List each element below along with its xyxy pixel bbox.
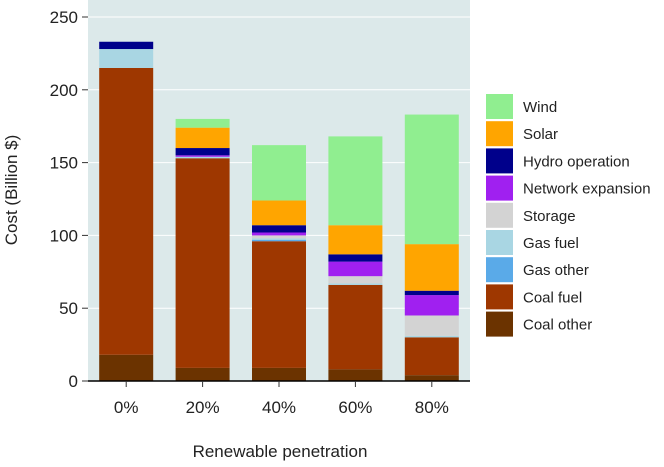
bar-segment-network-expansion — [328, 261, 383, 277]
y-tick-label: 50 — [59, 299, 78, 318]
bar-segment-coal-fuel — [404, 337, 459, 376]
y-tick-label: 0 — [69, 372, 78, 391]
x-tick-label: 40% — [262, 398, 296, 417]
legend-swatch — [486, 257, 513, 283]
legend-swatch — [486, 284, 513, 310]
bar-stack-60pct — [328, 136, 383, 381]
bar-segment-hydro-operation — [328, 254, 383, 262]
legend-item: Gas other — [486, 257, 589, 283]
bar-segment-wind — [175, 118, 230, 128]
legend-swatch — [486, 230, 513, 255]
legend-label: Storage — [523, 208, 576, 225]
bar-segment-gas-fuel — [252, 238, 306, 240]
y-tick-label: 150 — [50, 154, 78, 173]
bar-stack-40pct — [252, 145, 306, 381]
legend-label: Coal fuel — [523, 289, 582, 306]
bar-stack-0pct — [99, 41, 154, 381]
bar-segment-solar — [404, 244, 459, 291]
bar-segment-solar — [328, 225, 383, 255]
legend-item: Wind — [486, 94, 557, 119]
bar-segment-coal-other — [328, 369, 383, 381]
legend: Wind Solar Hydro operation Network expansio… — [482, 90, 664, 341]
x-tick-label: 20% — [186, 398, 220, 417]
legend-label: Solar — [523, 126, 558, 143]
bar-segment-network-expansion — [404, 295, 459, 316]
bar-segment-gas-fuel — [328, 283, 383, 285]
y-ticks: 0 50 100 150 200 250 — [50, 8, 88, 391]
legend-swatch — [486, 175, 513, 201]
legend-swatch — [486, 202, 513, 228]
bar-segment-coal-other — [175, 367, 230, 381]
legend-item: Coal other — [486, 311, 592, 337]
x-axis-label: Renewable penetration — [193, 442, 368, 461]
legend-label: Gas other — [523, 262, 589, 279]
x-ticks: 0% 20% 40% 60% 80% — [114, 381, 449, 417]
legend-label: Coal other — [523, 317, 592, 334]
bar-segment-coal-other — [99, 354, 154, 381]
legend-label: Gas fuel — [523, 235, 579, 252]
bar-segment-coal-other — [404, 375, 459, 381]
legend-label: Wind — [523, 99, 557, 116]
bars — [99, 41, 459, 381]
bar-segment-hydro-operation — [252, 225, 306, 233]
y-tick-label: 100 — [50, 226, 78, 245]
bar-stack-80pct — [404, 114, 459, 381]
bar-segment-coal-other — [252, 367, 306, 381]
bar-segment-network-expansion — [175, 155, 230, 157]
legend-label: Network expansion — [523, 181, 651, 198]
legend-item: Gas fuel — [486, 230, 579, 255]
bar-stack-20pct — [175, 118, 230, 381]
bar-segment-coal-fuel — [328, 284, 383, 370]
bar-segment-gas-fuel — [99, 49, 154, 68]
x-tick-label: 80% — [415, 398, 449, 417]
legend-swatch — [486, 94, 513, 119]
bar-segment-gas-other — [252, 239, 306, 242]
bar-segment-coal-fuel — [252, 241, 306, 368]
bar-segment-storage — [404, 315, 459, 336]
bar-segment-coal-fuel — [99, 67, 154, 355]
bar-segment-wind — [404, 114, 459, 245]
legend-swatch — [486, 311, 513, 337]
bar-segment-gas-fuel — [175, 156, 230, 159]
legend-item: Network expansion — [486, 175, 651, 201]
y-tick-label: 250 — [50, 8, 78, 27]
legend-swatch — [486, 148, 513, 174]
bar-segment-storage — [252, 235, 306, 239]
bar-segment-coal-fuel — [175, 158, 230, 368]
bar-segment-gas-fuel — [404, 335, 459, 338]
bar-segment-solar — [252, 200, 306, 226]
bar-segment-hydro-operation — [175, 148, 230, 156]
legend-label: Hydro operation — [523, 153, 630, 170]
bar-segment-wind — [328, 136, 383, 226]
y-axis-label: Cost (Billion $) — [2, 135, 21, 246]
bar-segment-hydro-operation — [99, 41, 154, 50]
legend-swatch — [486, 121, 513, 147]
bar-segment-solar — [175, 127, 230, 149]
y-tick-label: 200 — [50, 81, 78, 100]
bar-segment-wind — [252, 145, 306, 201]
legend-item: Storage — [486, 202, 576, 228]
bar-segment-network-expansion — [252, 232, 306, 236]
bar-segment-storage — [328, 276, 383, 284]
legend-item: Solar — [486, 121, 558, 147]
x-tick-label: 0% — [114, 398, 139, 417]
legend-item: Hydro operation — [486, 148, 630, 174]
bar-segment-hydro-operation — [404, 290, 459, 296]
legend-item: Coal fuel — [486, 284, 582, 310]
x-tick-label: 60% — [338, 398, 372, 417]
